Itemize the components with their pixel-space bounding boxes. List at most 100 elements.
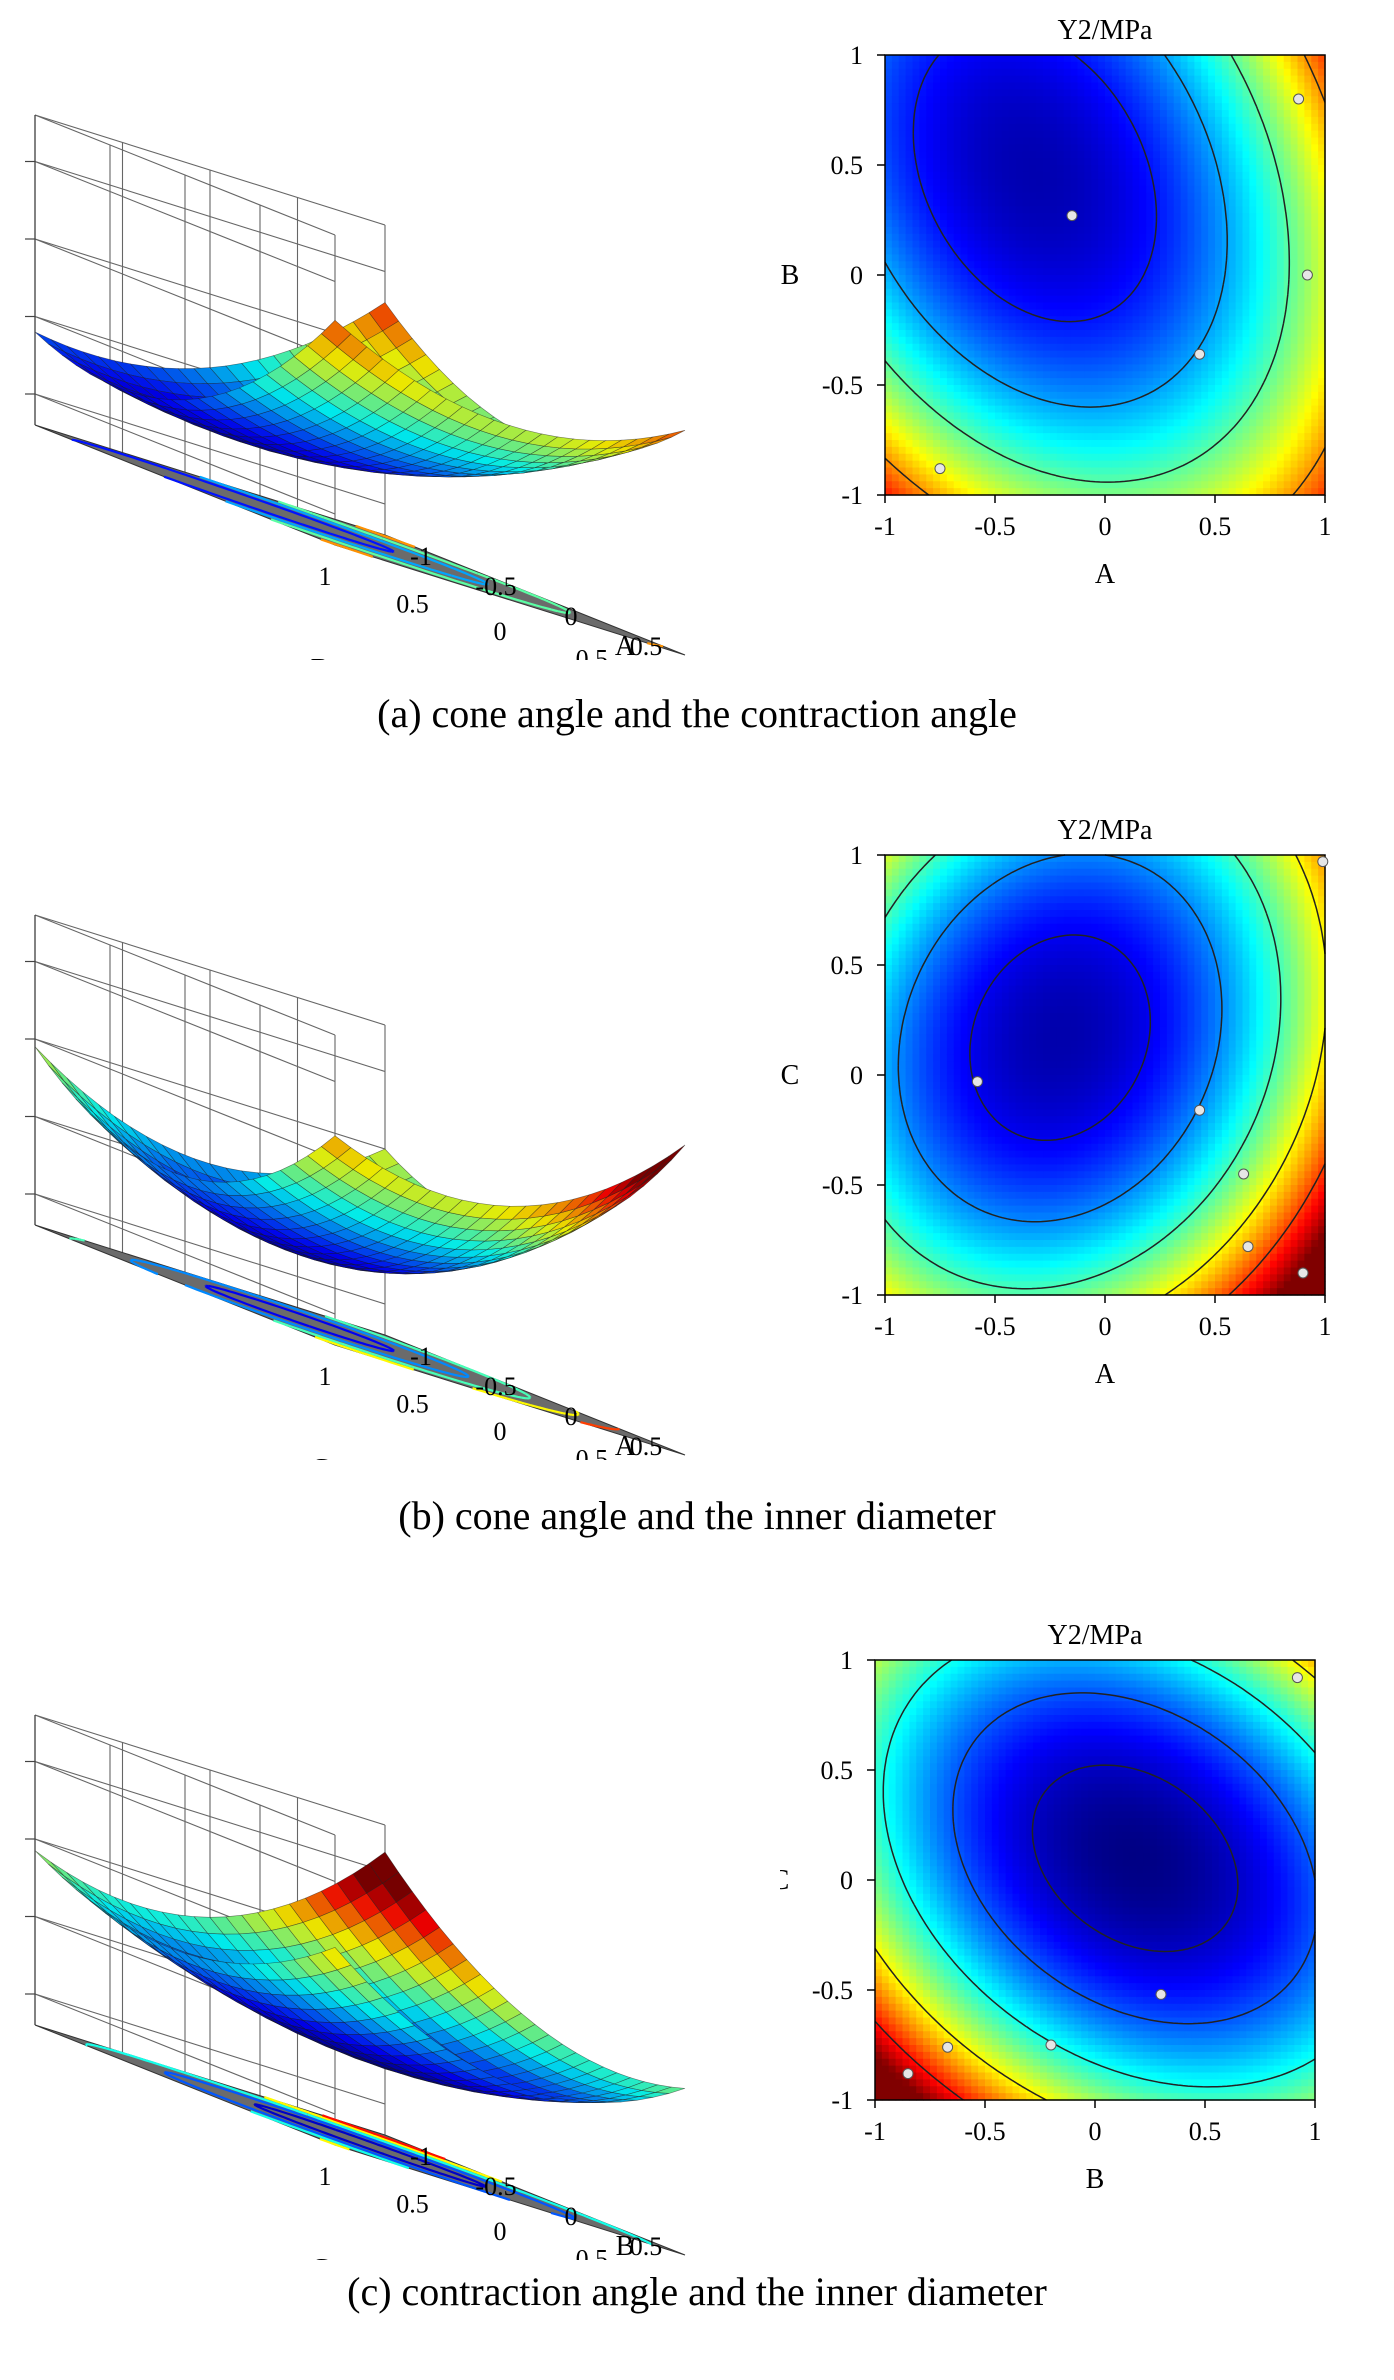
design-point-marker (903, 2069, 913, 2079)
chart-title: Y2/MPa (1048, 1620, 1143, 1651)
design-point-marker (1046, 2040, 1056, 2050)
y-tick-label: 1 (319, 2162, 332, 2191)
y-tick-label: -0.5 (812, 1976, 853, 2005)
design-point-marker (1156, 1989, 1166, 1999)
x-tick-label: -1 (864, 2117, 886, 2146)
design-point-marker (1243, 1242, 1253, 1252)
y-tick-label: -1 (831, 2086, 853, 2115)
y-tick-label: 0.5 (821, 1756, 854, 1785)
x-tick-label: 0.5 (1189, 2117, 1222, 2146)
y-axis-label: B (781, 260, 800, 291)
y-tick-label: -0.5 (567, 645, 608, 661)
z-axis (25, 962, 35, 1195)
y-axis-label: C (311, 1454, 330, 1460)
y-tick-label: -1 (841, 1281, 863, 1310)
y-tick-label: 0 (494, 1417, 507, 1446)
y-axis-label: C (780, 1865, 789, 1896)
x-tick-label: -1 (410, 2142, 432, 2171)
design-point-marker (1195, 1105, 1205, 1115)
x-tick-label: -1 (410, 1342, 432, 1371)
x-tick-label: 0 (1099, 1312, 1112, 1341)
x-axis-label: B (1086, 2164, 1105, 2195)
x-tick-label: 1 (1319, 512, 1332, 541)
y-tick-label: 0 (850, 261, 863, 290)
design-point-marker (1298, 1268, 1308, 1278)
y-tick-label: 1 (850, 841, 863, 870)
x-tick-label: 1 (1319, 1312, 1332, 1341)
y-tick-label: -0.5 (822, 371, 863, 400)
x-axis-label: B (616, 2231, 635, 2260)
x-tick-label: -0.5 (475, 572, 516, 601)
design-point-marker (943, 2042, 953, 2052)
surface-mesh (35, 1047, 685, 1274)
y-tick-label: -1 (841, 481, 863, 510)
contour-plot-a: -1 -0.5 0 0.5 1 1 0.5 0 -0.5 -1 A B Y2/MPa (780, 0, 1380, 680)
contour-fill (885, 55, 1326, 496)
contour-fill (875, 1660, 1316, 2101)
y-axis-label: B (311, 654, 330, 660)
x-tick-label: -0.5 (475, 1372, 516, 1401)
x-tick-label: -1 (874, 512, 896, 541)
contour-plot-c: -1 -0.5 0 0.5 1 1 0.5 0 -0.5 -1 B C Y2/MPa (780, 1600, 1380, 2280)
design-point-marker (1292, 1673, 1302, 1683)
x-axis-label: A (1095, 1359, 1116, 1390)
y-tick-label: -0.5 (567, 2245, 608, 2261)
surface-mesh (35, 1851, 685, 2103)
x-tick-label: 0 (1089, 2117, 1102, 2146)
y-tick-label: -0.5 (567, 1445, 608, 1461)
y-tick-label: 0.5 (396, 1390, 429, 1419)
y-tick-label: 0 (850, 1061, 863, 1090)
x-axis-label: A (615, 1431, 636, 1460)
caption-a: (a) cone angle and the contraction angle (0, 690, 1394, 737)
design-point-marker (1302, 270, 1312, 280)
y-tick-label: 0.5 (831, 151, 864, 180)
chart-title: Y2/MPa (1058, 15, 1153, 46)
y-tick-label: 0.5 (396, 590, 429, 619)
y-tick-label: 0 (494, 2217, 507, 2246)
design-point-marker (972, 1077, 982, 1087)
design-point-marker (1294, 94, 1304, 104)
chart-title: Y2/MPa (1058, 815, 1153, 846)
caption-b: (b) cone angle and the inner diameter (0, 1492, 1394, 1539)
x-tick-label: 1 (1309, 2117, 1322, 2146)
design-point-marker (1067, 211, 1077, 221)
x-tick-label: 0 (565, 1402, 578, 1431)
x-tick-label: -1 (874, 1312, 896, 1341)
y-axis-label: C (781, 1060, 800, 1091)
x-tick-label: 0.5 (630, 2232, 663, 2260)
y-tick-label: 1 (319, 562, 332, 591)
y-axis-label: C (311, 2254, 330, 2260)
x-tick-label: 0.5 (1199, 1312, 1232, 1341)
y-tick-label: -0.5 (822, 1171, 863, 1200)
z-axis (25, 1762, 35, 1995)
design-point-marker (935, 464, 945, 474)
x-tick-label: -1 (410, 542, 432, 571)
x-tick-label: 0 (1099, 512, 1112, 541)
design-point-marker (1318, 857, 1328, 867)
x-axis-label: A (1095, 559, 1116, 590)
y-tick-label: 1 (840, 1646, 853, 1675)
caption-c: (c) contraction angle and the inner diam… (0, 2268, 1394, 2315)
x-tick-label: -0.5 (964, 2117, 1005, 2146)
x-tick-label: 0 (565, 602, 578, 631)
contour-fill (885, 855, 1326, 1296)
floor-contour-line (264, 2097, 502, 2182)
y-tick-label: 0 (840, 1866, 853, 1895)
y-tick-label: 1 (850, 41, 863, 70)
x-axis-label: A (615, 631, 636, 660)
x-tick-label: -0.5 (475, 2172, 516, 2201)
x-tick-label: 0.5 (1199, 512, 1232, 541)
y-tick-label: 0.5 (396, 2190, 429, 2219)
x-tick-label: 0 (565, 2202, 578, 2231)
design-point-marker (1239, 1169, 1249, 1179)
y-tick-label: 1 (319, 1362, 332, 1391)
design-point-marker (1195, 349, 1205, 359)
x-tick-label: -0.5 (974, 512, 1015, 541)
